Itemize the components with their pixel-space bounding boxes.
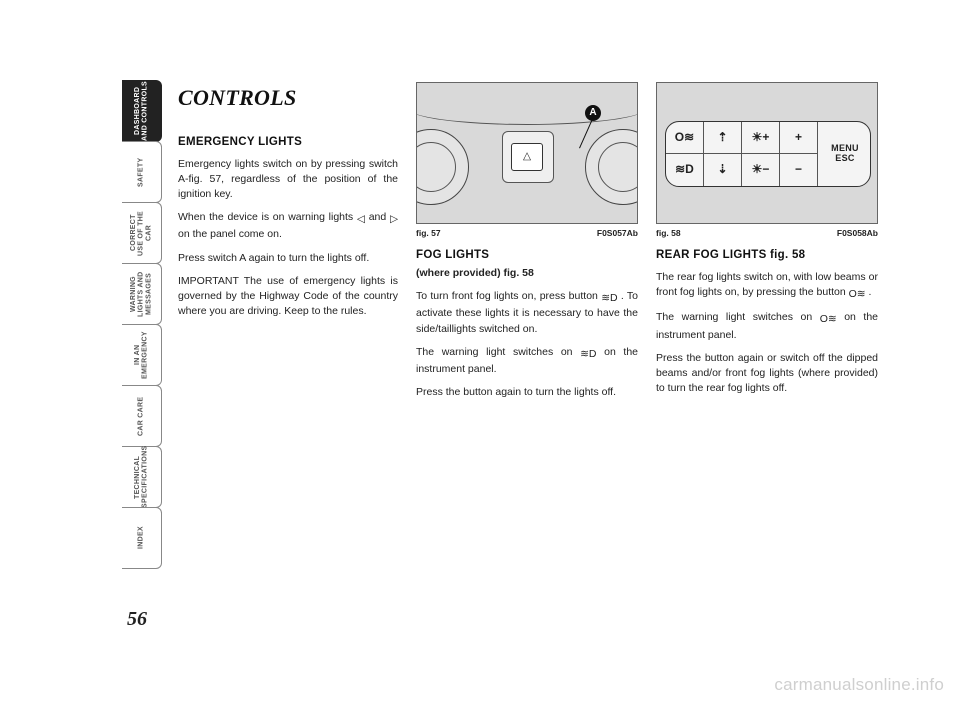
tab-warning-lights[interactable]: WARNINGLIGHTS ANDMESSAGES [122,263,162,325]
front-fog-icon: ≋D [601,291,617,306]
figure-label: fig. 58 [656,227,681,239]
text: on the panel come on. [178,228,282,240]
callout-leader [579,119,593,149]
manual-page: DASHBOARDAND CONTROLS SAFETY CORRECTUSE … [0,0,960,709]
tab-tech-specs[interactable]: TECHNICALSPECIFICATIONS [122,446,162,508]
fog-buttons: O≋ ≋D [666,122,704,186]
callout-a: A [585,105,601,121]
paragraph-important: IMPORTANT The use of emergency lights is… [178,274,398,320]
control-panel: O≋ ≋D ⇡ ⇣ ☀+ ☀− + − [665,121,871,187]
text: When the device is on warning lights [178,211,357,223]
subheading: (where provided) fig. 58 [416,266,638,281]
paragraph: To turn front fog lights on, press butto… [416,289,638,337]
paragraph: Press switch A again to turn the lights … [178,251,398,266]
paragraph: The warning light switches on ≋D on the … [416,345,638,377]
headlight-aim-buttons: ⇡ ⇣ [704,122,742,186]
hazard-button: △ [511,143,543,171]
headlight-down-icon: ⇣ [704,154,741,186]
dimmer-buttons: ☀+ ☀− [742,122,780,186]
paragraph: Emergency lights switch on by pressing s… [178,157,398,203]
front-fog-icon: ≋D [666,154,703,186]
section-tabs: DASHBOARDAND CONTROLS SAFETY CORRECTUSE … [122,80,162,568]
paragraph: Press the button again to turn the light… [416,385,638,400]
tab-dashboard-controls[interactable]: DASHBOARDAND CONTROLS [122,80,162,142]
turn-right-icon: ▷ [390,212,398,227]
minus-button: − [780,154,817,186]
figure-code: F0S058Ab [837,227,878,239]
paragraph: The rear fog lights switch on, with low … [656,270,878,302]
paragraph: Press the button again or switch off the… [656,351,878,397]
dash-outline [416,91,638,125]
figure-57: △ A fig. 57 F0S057Ab [416,82,638,239]
text: . [869,286,872,298]
figure-58-caption: fig. 58 F0S058Ab [656,227,878,239]
text: The warning light switches on [656,311,820,323]
front-fog-icon: ≋D [580,347,596,362]
rear-fog-icon: O≋ [849,287,866,302]
tab-emergency[interactable]: IN ANEMERGENCY [122,324,162,386]
heading-emergency-lights: EMERGENCY LIGHTS [178,134,398,151]
dimmer-down-icon: ☀− [742,154,779,186]
tab-safety[interactable]: SAFETY [122,141,162,203]
paragraph: When the device is on warning lights ◁ a… [178,210,398,242]
tab-car-care[interactable]: CAR CARE [122,385,162,447]
figure-code: F0S057Ab [597,227,638,239]
text: The rear fog lights switch on, with low … [656,271,878,298]
hazard-icon: △ [523,149,531,164]
air-vent-right [585,129,638,205]
headlight-up-icon: ⇡ [704,122,741,154]
menu-esc-button: MENUESC [818,122,872,186]
text: To turn front fog lights on, press butto… [416,290,601,302]
tab-index[interactable]: INDEX [122,507,162,569]
figure-58-image: O≋ ≋D ⇡ ⇣ ☀+ ☀− + − [656,82,878,224]
heading-fog-lights: FOG LIGHTS [416,247,638,264]
page-title: CONTROLS [178,82,398,114]
text: and [369,211,390,223]
heading-rear-fog-lights: REAR FOG LIGHTS fig. 58 [656,247,878,264]
column-middle: △ A fig. 57 F0S057Ab FOG LIGHTS (where p… [416,82,638,409]
figure-label: fig. 57 [416,227,441,239]
dimmer-up-icon: ☀+ [742,122,779,154]
figure-57-caption: fig. 57 F0S057Ab [416,227,638,239]
rear-fog-icon: O≋ [666,122,703,154]
plus-minus-buttons: + − [780,122,818,186]
paragraph: The warning light switches on O≋ on the … [656,310,878,342]
tab-correct-use[interactable]: CORRECTUSE OF THE CAR [122,202,162,264]
column-left: CONTROLS EMERGENCY LIGHTS Emergency ligh… [178,82,398,409]
text: The warning light switches on [416,346,580,358]
turn-left-icon: ◁ [357,212,365,227]
column-right: O≋ ≋D ⇡ ⇣ ☀+ ☀− + − [656,82,878,409]
air-vent-left [416,129,469,205]
figure-57-image: △ A [416,82,638,224]
page-number: 56 [127,608,147,631]
watermark: carmanualsonline.info [774,675,944,695]
plus-button: + [780,122,817,154]
content-area: CONTROLS EMERGENCY LIGHTS Emergency ligh… [178,82,878,409]
rear-fog-icon: O≋ [820,312,837,327]
figure-58: O≋ ≋D ⇡ ⇣ ☀+ ☀− + − [656,82,878,239]
